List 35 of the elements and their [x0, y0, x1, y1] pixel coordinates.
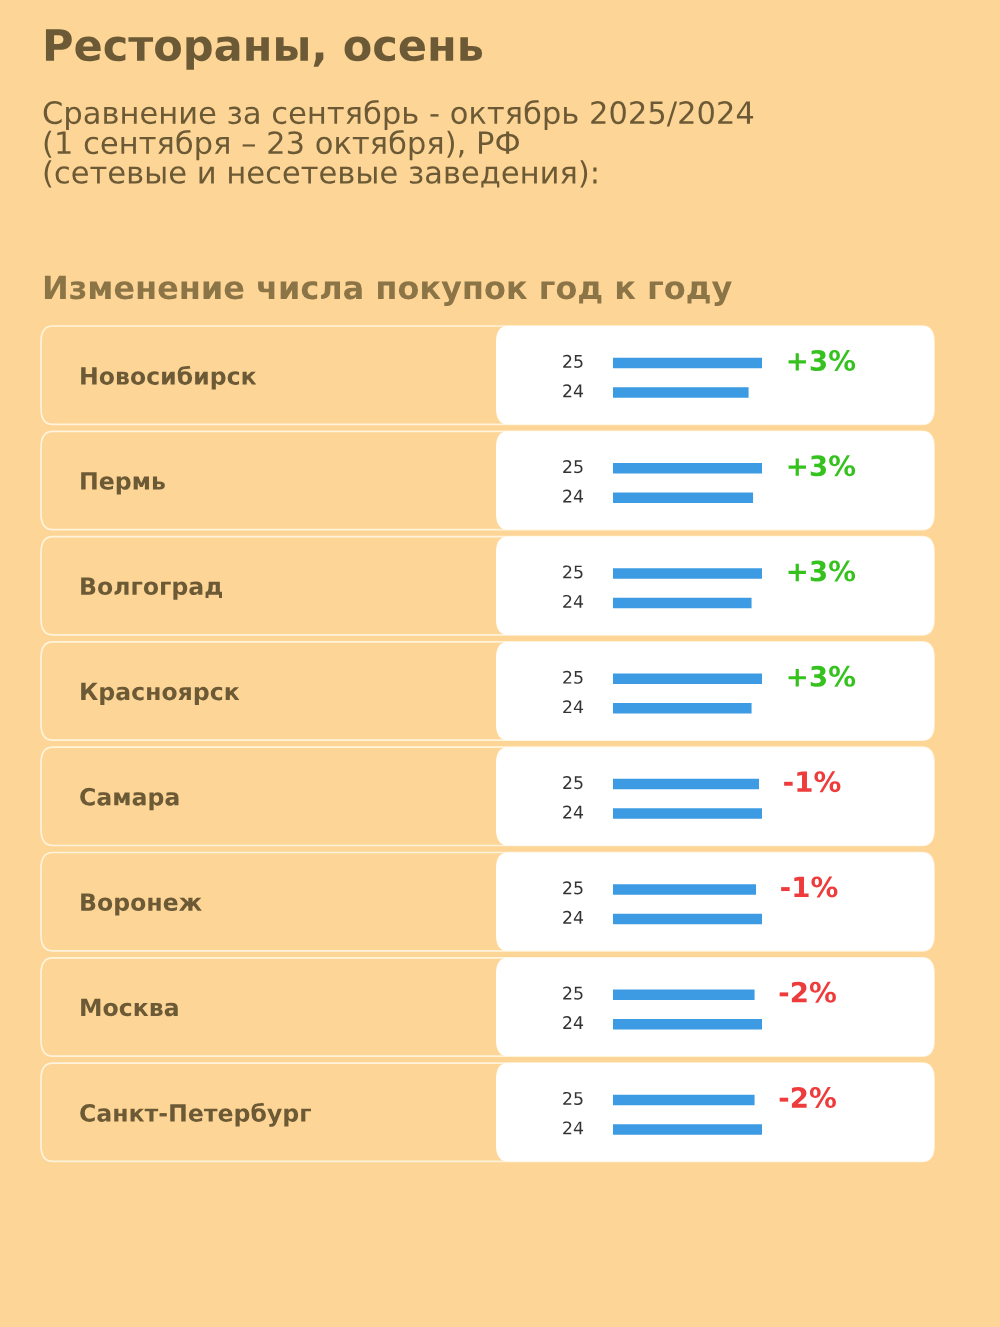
chart-subtitle: Сравнение за сентябрь - октябрь 2025/2024 (1 сентября – 23 октября), РФ (сетевые и несетевые заведения):: [43, 100, 754, 188]
text: 25: [563, 986, 583, 1000]
text: -2%: [779, 1087, 836, 1109]
text: +3%: [788, 455, 856, 477]
text: 24: [563, 1016, 584, 1029]
text: 24: [563, 1121, 584, 1135]
text: -1%: [784, 771, 841, 793]
text: 24: [563, 910, 584, 924]
y-tick-label: Самара: [80, 787, 179, 811]
text: -2%: [779, 981, 836, 1003]
text: 24: [563, 489, 584, 503]
text: 24: [563, 594, 584, 608]
text: 25: [563, 670, 583, 684]
y-tick-label: Волгоград: [81, 577, 222, 600]
y-tick-label: Новосибирск: [81, 365, 257, 390]
text: Изменение числа покупок год к году: [44, 275, 732, 306]
text: 25: [563, 881, 583, 895]
y-tick-label: Пермь: [81, 472, 165, 495]
text: -1%: [781, 876, 838, 898]
text: +3%: [788, 349, 856, 371]
text: +3%: [788, 665, 856, 687]
text: 25: [563, 460, 583, 474]
text: 25: [563, 776, 583, 790]
series-label: 25: [563, 354, 583, 368]
text: 24: [563, 700, 584, 714]
text: +3%: [788, 560, 856, 582]
text: Рестораны, осень: [45, 29, 483, 70]
y-tick-label: Красноярск: [81, 682, 240, 705]
series-label: 24: [563, 384, 584, 398]
y-tick-label: Воронеж: [81, 893, 202, 916]
text: 25: [563, 565, 583, 579]
text: 25: [563, 1091, 583, 1106]
y-tick-label: Москва: [81, 998, 178, 1017]
text: 24: [563, 805, 584, 819]
y-tick-label: Санкт-Петербург: [80, 1102, 312, 1127]
